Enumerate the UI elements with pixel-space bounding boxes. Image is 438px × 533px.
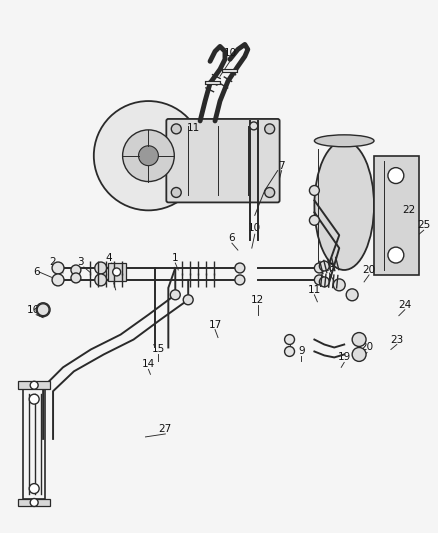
- Circle shape: [333, 279, 345, 291]
- Text: 10: 10: [248, 223, 261, 233]
- Circle shape: [138, 146, 159, 166]
- Circle shape: [170, 290, 180, 300]
- Circle shape: [265, 188, 275, 197]
- Circle shape: [319, 261, 329, 271]
- Circle shape: [36, 303, 50, 317]
- Circle shape: [309, 185, 319, 196]
- Text: 5: 5: [110, 273, 117, 283]
- Circle shape: [314, 263, 324, 273]
- Circle shape: [123, 130, 174, 182]
- Text: 10: 10: [223, 49, 237, 58]
- Bar: [374, 156, 419, 275]
- Circle shape: [30, 381, 38, 389]
- Ellipse shape: [314, 141, 374, 270]
- Text: 11: 11: [187, 123, 200, 133]
- Circle shape: [235, 263, 245, 273]
- Circle shape: [52, 274, 64, 286]
- Text: 20: 20: [363, 265, 376, 275]
- Text: 1: 1: [172, 253, 179, 263]
- Circle shape: [388, 247, 404, 263]
- Circle shape: [250, 122, 258, 130]
- Text: 6: 6: [229, 233, 235, 243]
- Circle shape: [171, 188, 181, 197]
- Circle shape: [94, 101, 203, 211]
- Circle shape: [183, 295, 193, 305]
- Circle shape: [171, 124, 181, 134]
- Text: 3: 3: [78, 257, 84, 267]
- Circle shape: [285, 346, 294, 357]
- Circle shape: [388, 168, 404, 183]
- Text: 9: 9: [298, 346, 305, 357]
- Circle shape: [95, 274, 107, 286]
- Text: 8: 8: [286, 335, 293, 344]
- Circle shape: [95, 262, 107, 274]
- Text: 16: 16: [27, 305, 40, 314]
- FancyBboxPatch shape: [166, 119, 279, 203]
- Bar: [18, 381, 50, 389]
- Text: 18: 18: [323, 263, 336, 273]
- Circle shape: [346, 289, 358, 301]
- Text: 20: 20: [360, 343, 374, 352]
- Text: 6: 6: [33, 267, 39, 277]
- Circle shape: [352, 333, 366, 346]
- Text: 27: 27: [159, 424, 172, 434]
- Circle shape: [285, 335, 294, 344]
- Bar: [108, 263, 126, 281]
- Circle shape: [265, 124, 275, 134]
- Circle shape: [30, 498, 38, 506]
- Circle shape: [309, 215, 319, 225]
- Text: 19: 19: [338, 352, 351, 362]
- Circle shape: [52, 262, 64, 274]
- Text: 24: 24: [398, 300, 411, 310]
- Text: 25: 25: [417, 220, 430, 230]
- Circle shape: [352, 348, 366, 361]
- Text: 17: 17: [208, 320, 222, 329]
- Text: 11: 11: [308, 285, 321, 295]
- Text: 15: 15: [152, 344, 165, 354]
- Text: 22: 22: [402, 205, 415, 215]
- Circle shape: [319, 277, 329, 287]
- Circle shape: [29, 483, 39, 494]
- Ellipse shape: [314, 135, 374, 147]
- Text: 2: 2: [50, 257, 57, 267]
- Text: 14: 14: [142, 359, 155, 369]
- Text: 7: 7: [278, 160, 285, 171]
- Text: 23: 23: [390, 335, 403, 344]
- Bar: [18, 498, 50, 506]
- Circle shape: [314, 275, 324, 285]
- Circle shape: [29, 394, 39, 404]
- Bar: [23, 389, 45, 498]
- Circle shape: [71, 265, 81, 275]
- Text: 4: 4: [106, 253, 112, 263]
- Circle shape: [71, 273, 81, 283]
- Text: 12: 12: [251, 295, 265, 305]
- Circle shape: [235, 275, 245, 285]
- Circle shape: [113, 268, 120, 276]
